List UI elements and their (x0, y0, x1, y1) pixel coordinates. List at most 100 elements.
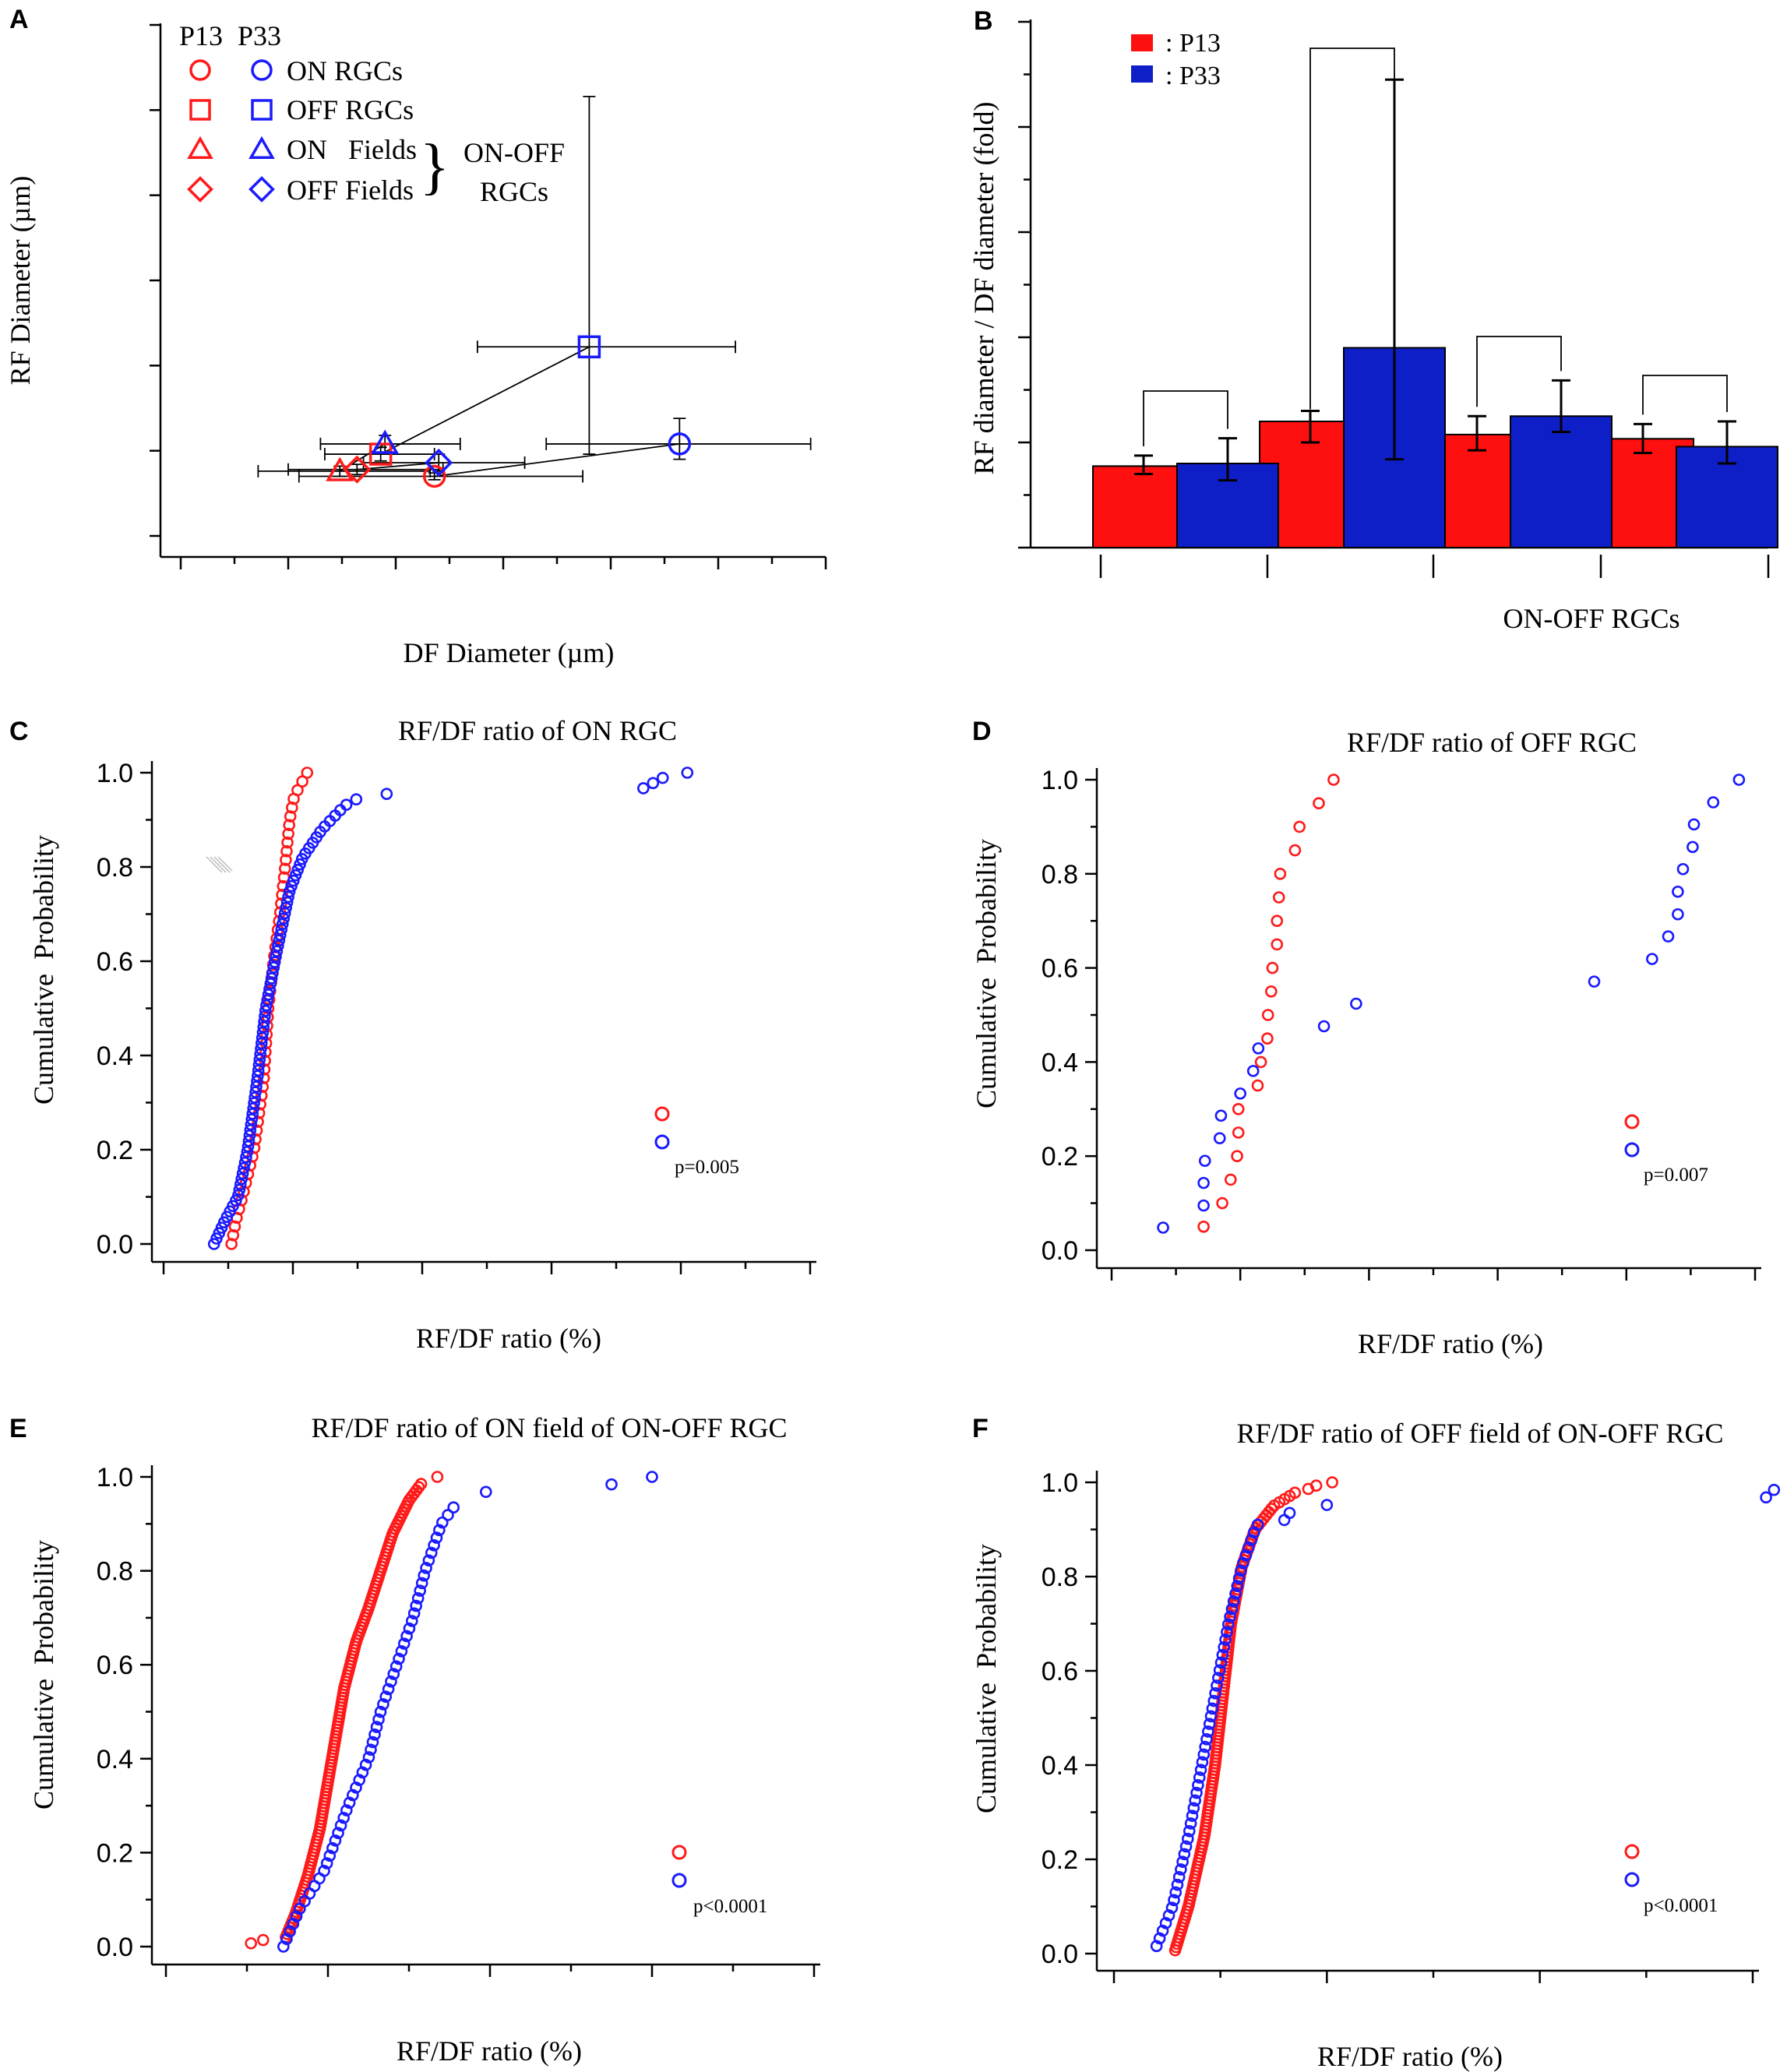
data-point-p33 (1204, 1710, 1218, 1723)
data-point-p33 (428, 1538, 440, 1552)
data-point-p33 (238, 1156, 252, 1169)
point-off-fields-p33 (425, 448, 453, 477)
panel-b-chart: RF diameter / DF diameter (fold) : P13 :… (968, 19, 1778, 634)
panel-label-f: F (972, 1414, 989, 1443)
data-point-p33 (1178, 1848, 1191, 1861)
data-point-p33 (442, 1509, 454, 1521)
data-point-p13 (256, 1933, 270, 1947)
data-point-p33 (1224, 1610, 1236, 1623)
data-point-p33 (291, 863, 305, 876)
data-point-p33 (1168, 1894, 1180, 1907)
data-point-p13 (1231, 1150, 1243, 1162)
data-point-p33 (1209, 1686, 1221, 1700)
data-point-p33 (1198, 1154, 1211, 1168)
data-point-p33 (405, 1615, 418, 1627)
data-point-p33 (418, 1569, 431, 1582)
legend-a-marker-triangle-p13 (187, 136, 213, 159)
data-point-p33 (425, 1546, 438, 1559)
y-tick-label: 0.8 (97, 853, 133, 883)
data-point-p33 (273, 934, 286, 946)
data-point-p13 (1232, 1103, 1245, 1115)
data-point-p33 (272, 939, 284, 952)
data-point-p33 (270, 945, 284, 957)
panel-c-chart: RF/DF ratio of ON RGC RF/DF ratio (%) Cu… (28, 715, 816, 1354)
data-point-p33 (1687, 818, 1701, 831)
legend-b-label-p33: : P33 (1165, 62, 1221, 90)
significance-bracket (1309, 48, 1395, 410)
significance-bracket (1476, 336, 1562, 407)
data-point-p33 (235, 1172, 248, 1186)
data-point-p13 (1216, 1196, 1228, 1210)
data-point-p33 (1768, 1483, 1781, 1496)
data-point-p33 (1184, 1817, 1197, 1830)
y-tick-label: 0.4 (97, 1041, 133, 1071)
panel-d-title: RF/DF ratio of OFF RGC (1347, 727, 1637, 758)
data-point-p13 (225, 1238, 238, 1250)
data-point-p33 (422, 1554, 435, 1567)
data-point-p13 (431, 1471, 444, 1483)
y-tick-label: 0.6 (1042, 1657, 1078, 1686)
connector-line (357, 462, 439, 470)
data-point-p33 (1206, 1702, 1219, 1715)
data-point-p33 (1225, 1602, 1239, 1616)
data-point-p33 (1211, 1679, 1223, 1692)
data-point-p13 (1251, 1079, 1264, 1092)
data-point-p33 (1159, 1917, 1172, 1929)
data-point-p33 (240, 1151, 252, 1164)
point-off-rgcs-p33 (577, 335, 601, 359)
data-point-p13 (1232, 1126, 1245, 1139)
data-point-p33 (430, 1531, 443, 1544)
data-point-p33 (1234, 1087, 1246, 1100)
data-point-p33 (1676, 862, 1690, 876)
data-point-p13 (245, 1936, 258, 1950)
data-point-p33 (1214, 1109, 1228, 1122)
data-point-p33 (1202, 1725, 1214, 1738)
y-tick-label: 1.0 (1042, 1468, 1078, 1498)
data-point-p33 (681, 766, 694, 779)
data-point-p33 (646, 1471, 658, 1483)
data-point-p33 (1194, 1764, 1207, 1776)
data-point-p33 (1646, 953, 1658, 965)
panel-a-xlabel: DF Diameter (µm) (404, 637, 615, 668)
data-point-p33 (1157, 1221, 1169, 1234)
data-point-p13 (1271, 938, 1284, 951)
data-point-p33 (1165, 1901, 1179, 1914)
data-point-p33 (1251, 1518, 1264, 1531)
data-point-p33 (1588, 975, 1601, 988)
data-point-p33 (264, 978, 277, 990)
data-point-p13 (1272, 891, 1285, 904)
panel-label-d: D (972, 717, 992, 746)
legend-marker-p33 (654, 1134, 670, 1150)
data-point-p33 (1216, 1648, 1229, 1661)
y-tick-label: 0.4 (97, 1745, 133, 1774)
data-point-p33 (340, 1804, 353, 1817)
data-point-p33 (337, 1811, 351, 1824)
data-point-p13 (1326, 1476, 1338, 1489)
data-point-p13 (280, 854, 292, 866)
data-point-p33 (400, 1630, 413, 1643)
data-point-p33 (1278, 1513, 1291, 1527)
data-point-p33 (320, 1857, 333, 1869)
legend-a-brace-label-1: ON-OFF (463, 137, 565, 168)
data-point-p33 (385, 1675, 397, 1688)
data-point-p33 (283, 885, 296, 898)
data-point-p13 (1288, 1486, 1302, 1499)
data-point-p33 (265, 972, 278, 985)
data-point-p33 (318, 1864, 330, 1877)
data-point-p33 (1193, 1771, 1206, 1784)
data-point-p33 (280, 901, 292, 914)
legend-a-marker-triangle-p33 (248, 136, 275, 159)
data-point-p33 (374, 1705, 387, 1718)
data-point-p33 (334, 1819, 347, 1832)
panel-b-ylabel: RF diameter / DF diameter (fold) (968, 102, 999, 475)
data-point-p33 (389, 1660, 403, 1673)
data-point-p33 (1150, 1940, 1163, 1953)
legend-a-label-off-rgcs: OFF RGCs (287, 94, 414, 125)
legend-marker-p33 (1624, 1872, 1640, 1887)
legend-a-header-p13: P13 (179, 20, 223, 51)
panel-d-chart: RF/DF ratio of OFF RGC RF/DF ratio (%) C… (971, 727, 1761, 1359)
data-point-p33 (1175, 1863, 1187, 1876)
panel-c-ylabel: Cumulative Probability (28, 835, 59, 1105)
y-tick-label: 0.0 (1042, 1236, 1078, 1266)
